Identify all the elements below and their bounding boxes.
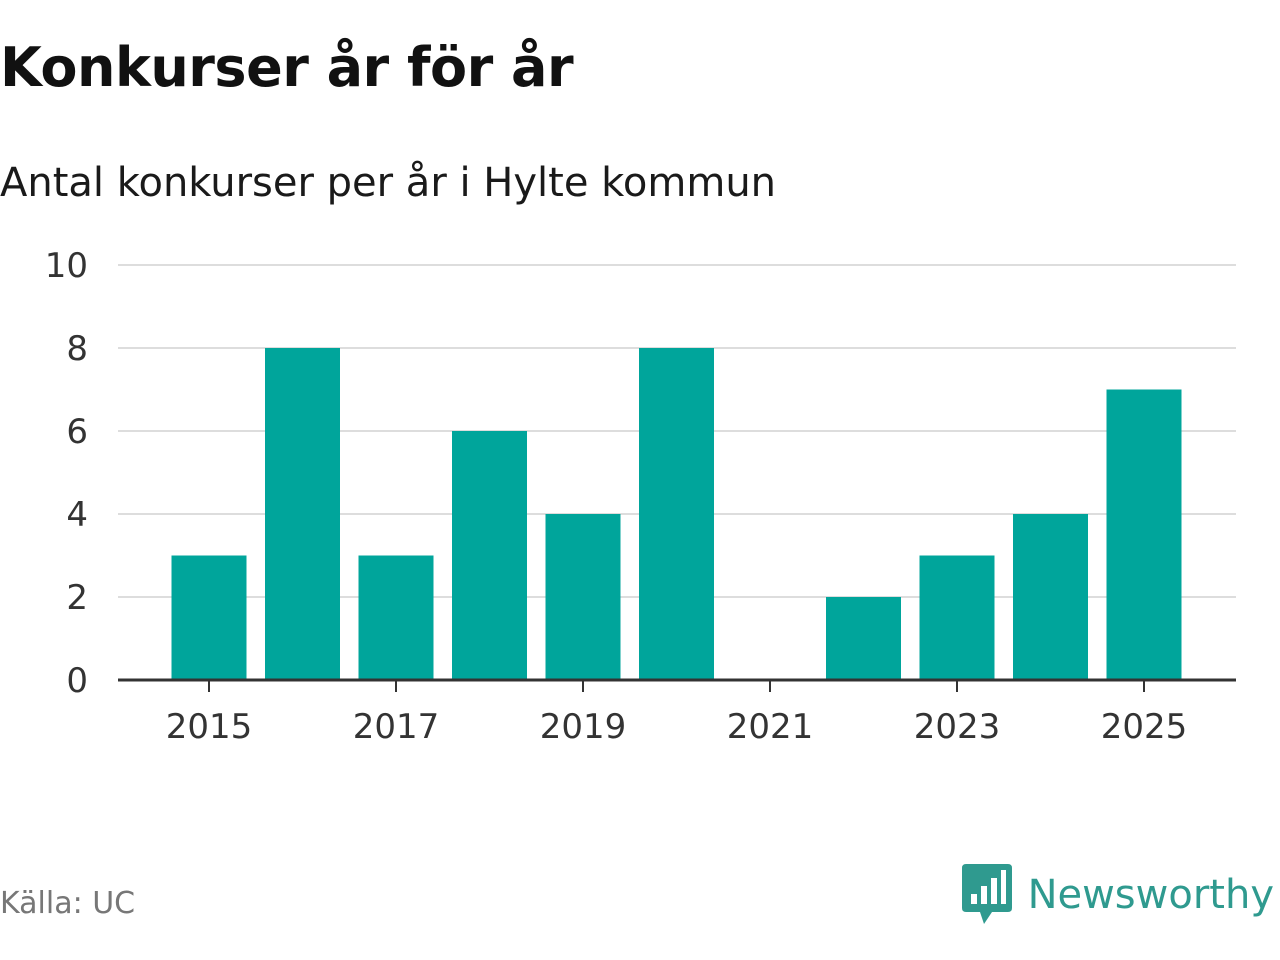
brand-name: Newsworthy (1027, 872, 1274, 918)
bar-2017 (358, 555, 434, 680)
chart-title: Konkurser år för år (0, 36, 574, 99)
y-tick-label-0: 0 (66, 661, 88, 701)
y-tick-label-10: 10 (45, 246, 88, 286)
x-axis-labels: 2015 2017 2019 2021 2023 2025 (166, 707, 1188, 747)
bars (171, 348, 1182, 680)
x-tick-label-2017: 2017 (353, 707, 440, 747)
newsworthy-logo-icon (961, 864, 1012, 924)
y-tick-label-6: 6 (66, 412, 88, 452)
x-tick-label-2023: 2023 (914, 707, 1001, 747)
x-axis (118, 678, 1236, 692)
bar-2022 (826, 597, 901, 680)
bar-2020 (639, 348, 714, 680)
bar-2025 (1106, 389, 1182, 680)
bar-2015 (171, 555, 247, 680)
bar-2023 (919, 555, 995, 680)
bar-2019 (545, 514, 621, 680)
y-tick-label-2: 2 (66, 578, 88, 618)
y-tick-label-4: 4 (66, 495, 88, 535)
y-axis-labels: 0 2 4 6 8 10 (45, 246, 88, 701)
x-tick-label-2025: 2025 (1101, 707, 1188, 747)
bar-2016 (265, 348, 340, 680)
x-tick-label-2015: 2015 (166, 707, 253, 747)
chart-subtitle: Antal konkurser per år i Hylte kommun (0, 160, 777, 206)
y-tick-label-8: 8 (66, 329, 88, 369)
bar-chart: 0 2 4 6 8 10 2015 2017 2019 2021 2023 2025 (45, 246, 1236, 747)
brand-logo: Newsworthy (961, 864, 1274, 926)
bar-2024 (1013, 514, 1088, 680)
bar-2018 (452, 431, 527, 680)
x-tick-label-2021: 2021 (727, 707, 814, 747)
source-note: Källa: UC (0, 886, 136, 921)
x-tick-label-2019: 2019 (540, 707, 627, 747)
